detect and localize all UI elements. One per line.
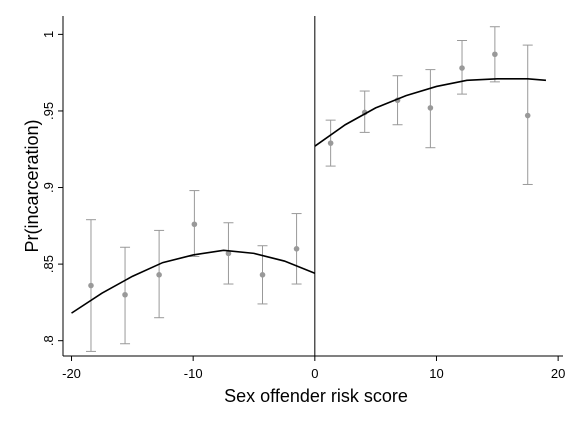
fit-line: [71, 249, 316, 314]
point: [191, 221, 198, 228]
point: [492, 51, 498, 58]
x-tick-label: 20: [551, 366, 565, 381]
point: [122, 291, 128, 298]
point: [156, 272, 162, 278]
y-axis-title: Pr(incarceration): [22, 119, 42, 252]
y-tick-label: 1: [41, 31, 56, 38]
point: [524, 112, 531, 119]
y-tick-label: .9: [41, 182, 56, 193]
point: [427, 105, 434, 111]
point: [293, 245, 300, 252]
y-tick-label: .85: [41, 255, 56, 273]
y-tick-label: .95: [41, 102, 56, 120]
x-tick-label: 0: [311, 366, 318, 381]
x-tick-label: 10: [429, 366, 443, 381]
point: [225, 250, 232, 257]
point: [459, 65, 465, 71]
y-tick-label: .8: [41, 335, 56, 346]
x-axis-title: Sex offender risk score: [224, 386, 408, 406]
point: [88, 282, 94, 289]
point: [327, 140, 334, 146]
fit-line: [314, 77, 547, 147]
point: [259, 272, 266, 278]
x-tick-label: -10: [184, 366, 203, 381]
x-tick-label: -20: [62, 366, 81, 381]
